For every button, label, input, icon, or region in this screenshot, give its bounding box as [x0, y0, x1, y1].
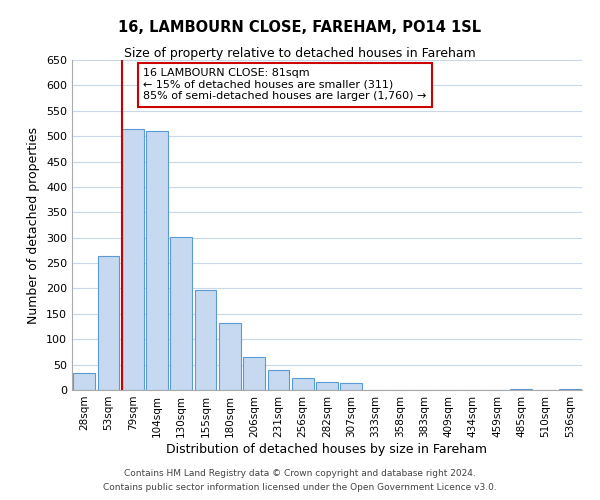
X-axis label: Distribution of detached houses by size in Fareham: Distribution of detached houses by size … — [167, 442, 487, 456]
Bar — [511, 389, 532, 390]
Bar — [73, 373, 95, 390]
Text: 16 LAMBOURN CLOSE: 81sqm
← 15% of detached houses are smaller (311)
85% of semi-: 16 LAMBOURN CLOSE: 81sqm ← 15% of detach… — [143, 68, 427, 102]
Text: Contains public sector information licensed under the Open Government Licence v3: Contains public sector information licen… — [103, 484, 497, 492]
Bar — [340, 383, 362, 390]
Bar — [268, 370, 289, 390]
Bar — [122, 128, 143, 390]
Text: Contains HM Land Registry data © Crown copyright and database right 2024.: Contains HM Land Registry data © Crown c… — [124, 468, 476, 477]
Bar — [170, 236, 192, 390]
Bar — [316, 382, 338, 390]
Bar — [194, 290, 217, 390]
Bar — [97, 256, 119, 390]
Bar — [292, 378, 314, 390]
Text: 16, LAMBOURN CLOSE, FAREHAM, PO14 1SL: 16, LAMBOURN CLOSE, FAREHAM, PO14 1SL — [118, 20, 482, 35]
Text: Size of property relative to detached houses in Fareham: Size of property relative to detached ho… — [124, 48, 476, 60]
Bar — [559, 389, 581, 390]
Y-axis label: Number of detached properties: Number of detached properties — [28, 126, 40, 324]
Bar — [219, 323, 241, 390]
Bar — [146, 131, 168, 390]
Bar — [243, 357, 265, 390]
